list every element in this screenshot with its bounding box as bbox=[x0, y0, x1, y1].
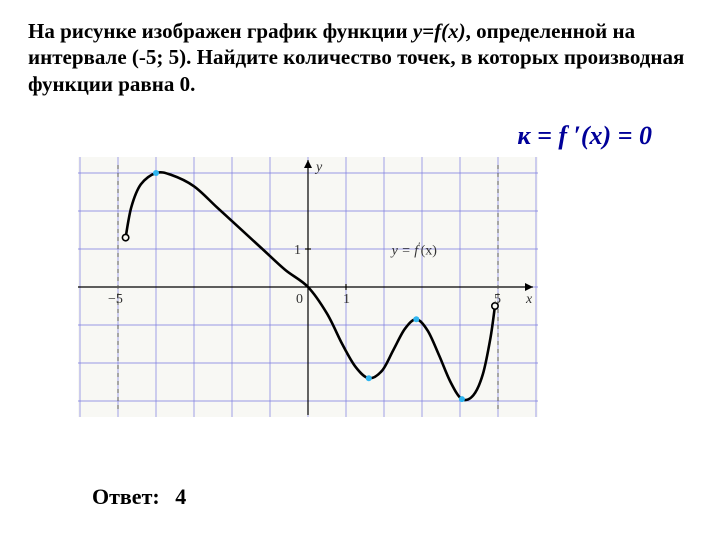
answer-block: Ответ: 4 bbox=[92, 484, 186, 510]
svg-text:5: 5 bbox=[494, 292, 501, 307]
svg-text:0: 0 bbox=[296, 292, 303, 307]
svg-text:1: 1 bbox=[294, 243, 301, 258]
problem-part-1: На рисунке изображен график функции bbox=[28, 19, 413, 43]
svg-text:y: y bbox=[314, 160, 323, 175]
answer-label: Ответ: bbox=[92, 484, 160, 509]
answer-value: 4 bbox=[175, 484, 186, 509]
svg-text:y = f′(x): y = f′(x) bbox=[390, 240, 438, 258]
function-chart: 0 1 1 −5 5 y x y = f′(x) bbox=[78, 157, 538, 417]
svg-text:x: x bbox=[525, 292, 533, 307]
svg-text:−5: −5 bbox=[108, 292, 123, 307]
problem-fn: y=f(x) bbox=[413, 19, 466, 43]
formula: к = f ′(x) = 0 bbox=[28, 121, 652, 151]
svg-text:1: 1 bbox=[343, 292, 350, 307]
problem-statement: На рисунке изображен график функции y=f(… bbox=[28, 18, 692, 97]
